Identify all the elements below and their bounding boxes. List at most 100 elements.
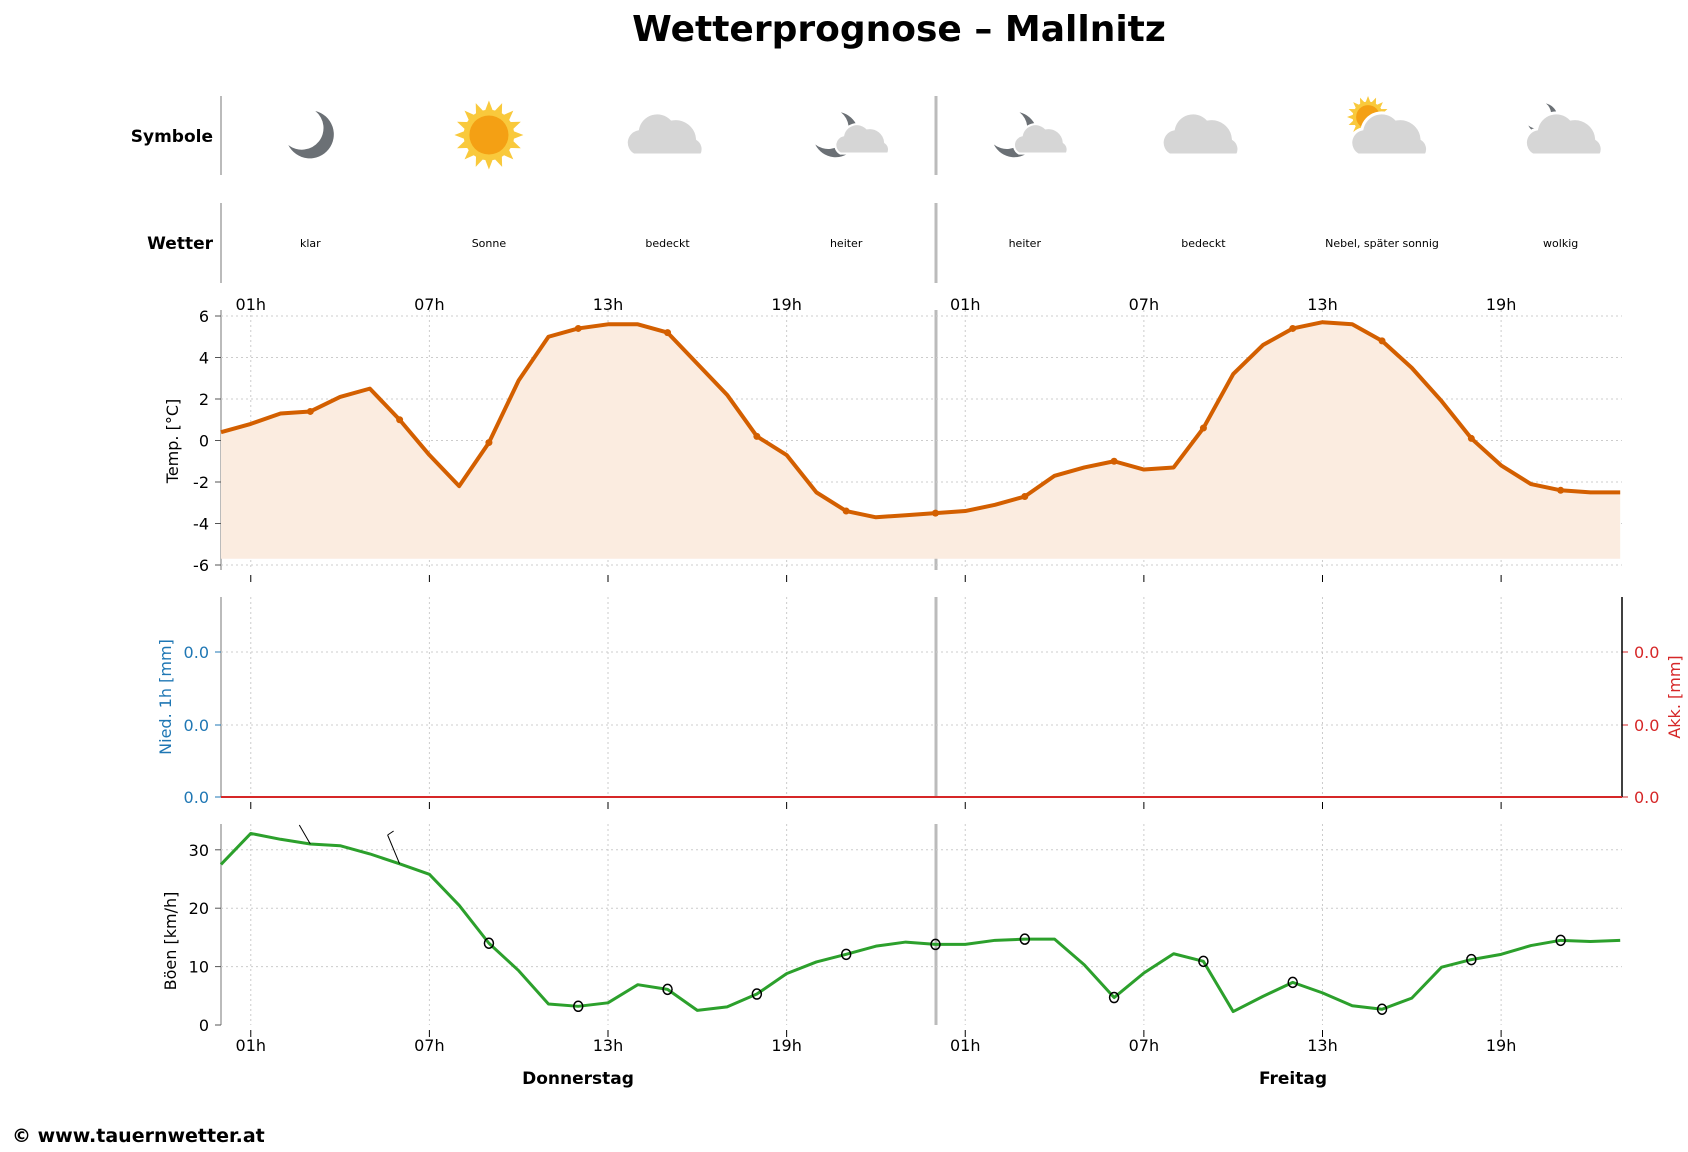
temp-point bbox=[1467, 434, 1475, 442]
moon-cloud-icon bbox=[993, 112, 1069, 158]
cloud-body bbox=[1349, 111, 1430, 157]
precip-axis-label: Nied. 1h [mm] bbox=[156, 639, 175, 755]
temp-point bbox=[485, 439, 493, 447]
wind-calm-marker bbox=[572, 1000, 584, 1013]
wind-tick-label: 0 bbox=[199, 1016, 209, 1035]
temp-tick-label: -4 bbox=[193, 515, 209, 534]
temp-point bbox=[1378, 337, 1386, 345]
weather-row-label: Wetter bbox=[147, 234, 213, 254]
temp-tick-label: -6 bbox=[193, 556, 209, 575]
wind-calm-marker bbox=[1108, 991, 1120, 1004]
moon-body bbox=[288, 111, 334, 159]
hour-label-bottom: 01h bbox=[236, 1036, 267, 1055]
hour-label-bottom: 01h bbox=[950, 1036, 981, 1055]
temp-tick-label: 6 bbox=[199, 307, 209, 326]
cloud-shape bbox=[1160, 111, 1241, 157]
sun-cloud-icon bbox=[1347, 96, 1430, 157]
hour-label-top: 01h bbox=[950, 295, 981, 314]
cloud-icon bbox=[624, 111, 705, 157]
weather-description: Sonne bbox=[472, 237, 507, 250]
weather-description: Nebel, später sonnig bbox=[1325, 237, 1439, 250]
moon-icon bbox=[288, 111, 334, 159]
weather-description: bedeckt bbox=[645, 237, 690, 250]
cloud-shape bbox=[624, 111, 705, 157]
hour-label-top: 19h bbox=[771, 295, 802, 314]
temp-point bbox=[574, 324, 582, 332]
hour-label-top: 13h bbox=[593, 295, 624, 314]
hour-label-bottom: 07h bbox=[1129, 1036, 1160, 1055]
temp-point bbox=[1199, 424, 1207, 432]
wind-calm-marker bbox=[1019, 933, 1031, 945]
cloud-shape bbox=[1349, 111, 1430, 157]
temp-line bbox=[220, 320, 1621, 520]
cloud-shape bbox=[834, 123, 891, 155]
wind-barb bbox=[387, 830, 401, 865]
hour-label-top: 01h bbox=[236, 295, 267, 314]
wind-tick-label: 30 bbox=[189, 841, 209, 860]
weather-description: klar bbox=[300, 237, 321, 250]
cloud-body bbox=[1523, 111, 1604, 157]
temp-tick-label: -2 bbox=[193, 473, 209, 492]
wind-calm-marker bbox=[1466, 953, 1477, 966]
wind-calm-marker bbox=[483, 937, 495, 949]
cloud-body bbox=[1160, 111, 1241, 157]
wind-tick-label: 10 bbox=[189, 958, 209, 977]
precip-accum-tick-label: 0.0 bbox=[1634, 716, 1659, 735]
weather-description: wolkig bbox=[1543, 237, 1578, 250]
sun-shape bbox=[454, 100, 524, 170]
weather-description: heiter bbox=[830, 237, 863, 250]
precip-tick-label: 0.0 bbox=[184, 788, 209, 807]
wind-calm-marker bbox=[1198, 955, 1209, 968]
hour-label-top: 19h bbox=[1486, 295, 1517, 314]
moon-cloud-icon bbox=[1523, 103, 1604, 157]
temp-point bbox=[1110, 457, 1118, 465]
weather-description: heiter bbox=[1009, 237, 1042, 250]
cloud-body bbox=[624, 111, 705, 157]
wind-calm-marker bbox=[1555, 934, 1566, 947]
precip-accum-tick-label: 0.0 bbox=[1634, 788, 1659, 807]
day-label-2: Freitag bbox=[1259, 1069, 1327, 1089]
hour-label-top: 13h bbox=[1307, 295, 1338, 314]
temp-tick-label: 4 bbox=[199, 349, 209, 368]
cloud-body bbox=[1012, 123, 1069, 155]
temp-tick-label: 0 bbox=[199, 432, 209, 451]
temp-tick-label: 2 bbox=[199, 390, 209, 409]
footer-copyright: © www.tauernwetter.at bbox=[12, 1125, 265, 1147]
wind-calm-marker bbox=[751, 988, 763, 1000]
temp-point bbox=[753, 432, 761, 440]
temp-point bbox=[396, 416, 404, 424]
sun-icon bbox=[454, 100, 524, 170]
precip-tick-label: 0.0 bbox=[184, 643, 209, 662]
temp-point bbox=[842, 507, 850, 515]
hour-label-bottom: 19h bbox=[1486, 1036, 1517, 1055]
temp-point bbox=[1021, 493, 1029, 501]
wind-calm-marker bbox=[840, 948, 852, 961]
moon-shape bbox=[288, 111, 334, 159]
cloud-body bbox=[834, 123, 891, 155]
temp-point bbox=[1289, 324, 1297, 332]
wind-calm-marker bbox=[1376, 1003, 1388, 1015]
cloud-shape bbox=[1012, 123, 1069, 155]
temp-point bbox=[306, 407, 314, 415]
hour-label-bottom: 07h bbox=[414, 1036, 445, 1055]
chart-title: Wetterprognose – Mallnitz bbox=[632, 9, 1166, 50]
wind-line bbox=[219, 831, 1621, 1014]
wind-barb bbox=[298, 824, 311, 845]
symbols-row-label: Symbole bbox=[131, 127, 213, 147]
temp-axis-label: Temp. [°C] bbox=[163, 399, 182, 484]
hour-label-bottom: 13h bbox=[1307, 1036, 1338, 1055]
hour-label-top: 07h bbox=[414, 295, 445, 314]
temp-point bbox=[931, 509, 939, 517]
wind-axis-label: Böen [km/h] bbox=[161, 892, 180, 991]
sun-core bbox=[469, 115, 509, 155]
day-label-1: Donnerstag bbox=[522, 1069, 634, 1089]
moon-cloud-icon bbox=[815, 112, 891, 158]
wind-calm-marker bbox=[1287, 976, 1298, 989]
temp-point bbox=[664, 329, 672, 337]
wind-tick-label: 20 bbox=[189, 899, 209, 918]
wind-calm-marker bbox=[662, 983, 673, 996]
wind-calm-marker bbox=[930, 938, 941, 951]
precip-tick-label: 0.0 bbox=[184, 716, 209, 735]
precip-accum-tick-label: 0.0 bbox=[1634, 643, 1659, 662]
